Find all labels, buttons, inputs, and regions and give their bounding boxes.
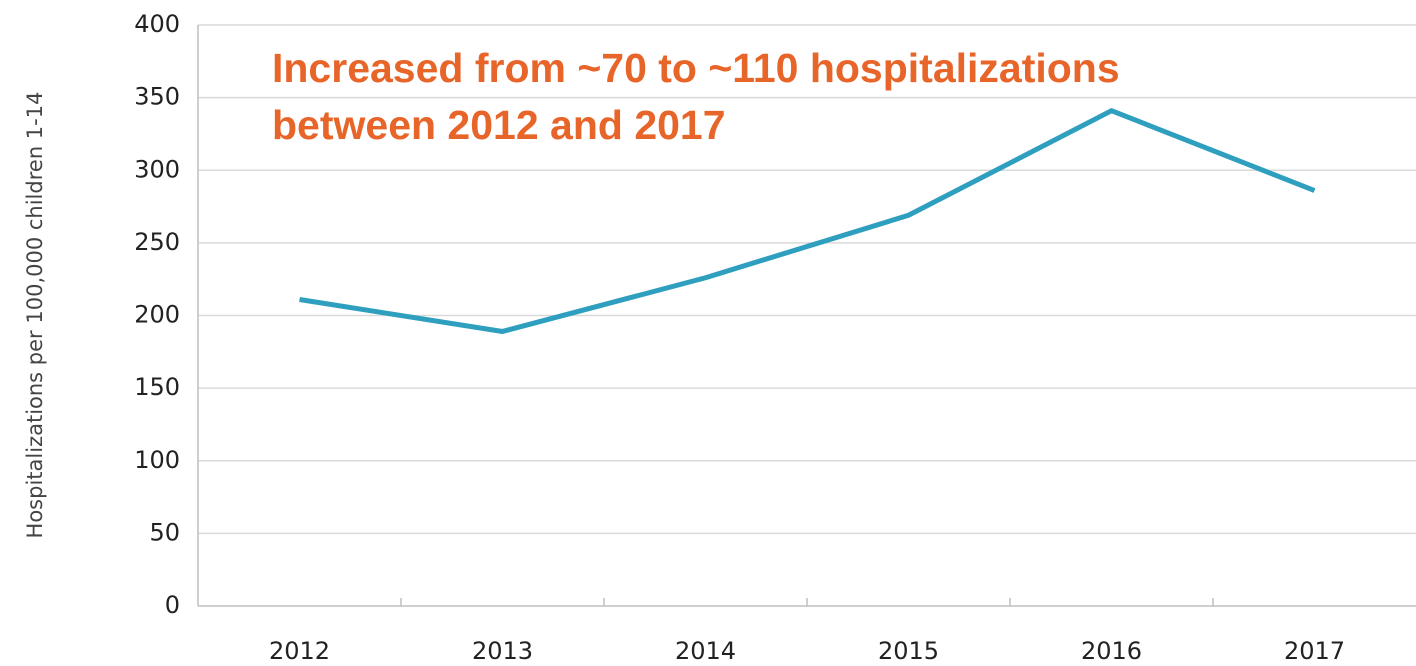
y-tick-label: 300 [134,155,180,183]
x-tick-label: 2012 [269,637,330,665]
y-tick-label: 400 [134,10,180,38]
annotation: between 2012 and 2017 [272,102,726,148]
annotation: Increased from ~70 to ~110 hospitalizati… [272,45,1120,91]
y-tick-label: 0 [165,591,180,619]
y-tick-label: 100 [134,446,180,474]
line [299,108,1316,334]
y-axis-label: Hospitalizations per 100,000 children 1-… [23,92,47,539]
x-tick-label: 2017 [1284,637,1345,665]
y-tick-label: 200 [134,301,180,329]
y-tick-label: 150 [134,373,180,401]
y-tick-label: 350 [134,83,180,111]
x-tick-label: 2013 [472,637,533,665]
x-tick-label: 2016 [1081,637,1142,665]
y-tick-label: 250 [134,228,180,256]
y-tick-label: 50 [149,518,180,546]
x-tick-label: 2014 [675,637,736,665]
x-tick-label: 2015 [878,637,939,665]
